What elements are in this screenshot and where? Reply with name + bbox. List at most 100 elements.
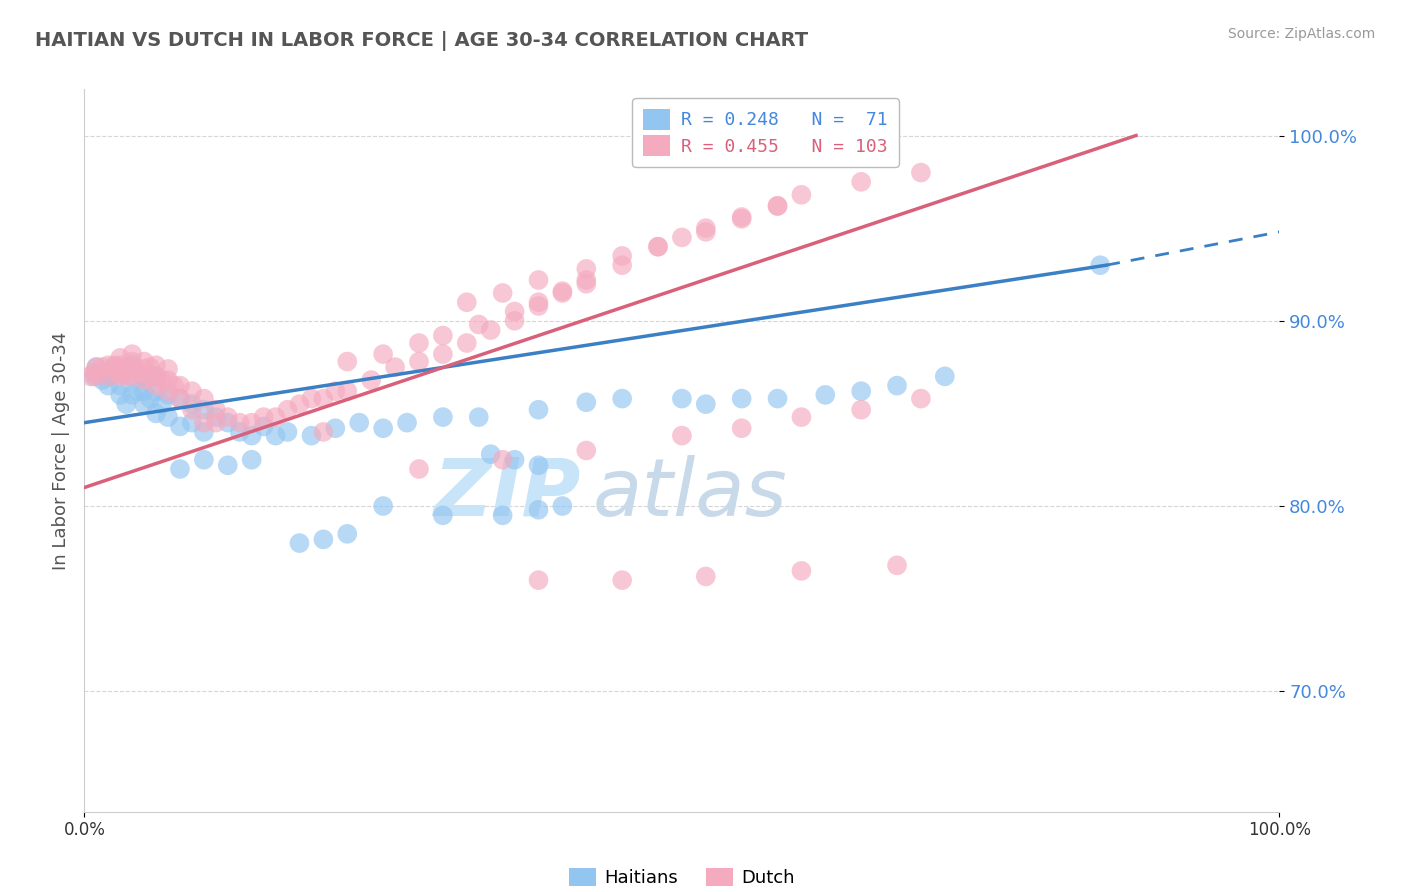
Point [766,199,789,213]
Point [456,336,478,351]
Point [157,362,180,376]
Point [851,384,873,399]
Point [492,285,515,300]
Point [527,299,550,313]
Point [181,402,204,417]
Point [145,378,167,392]
Point [551,285,574,300]
Point [527,502,550,516]
Point [647,240,669,254]
Point [432,410,454,425]
Point [86,360,108,375]
Point [468,410,491,425]
Point [468,318,491,332]
Point [110,388,132,402]
Point [157,373,180,387]
Point [132,397,156,411]
Point [110,366,132,380]
Point [671,428,693,442]
Point [910,165,932,179]
Point [193,425,215,439]
Point [432,328,454,343]
Point [671,230,693,244]
Point [169,392,191,406]
Point [97,358,120,372]
Point [647,240,669,254]
Point [115,369,138,384]
Point [217,458,239,473]
Point [253,419,276,434]
Point [110,369,132,384]
Point [312,425,335,439]
Legend: Haitians, Dutch: Haitians, Dutch [561,861,803,892]
Point [132,384,156,399]
Point [336,526,359,541]
Point [121,369,143,384]
Point [205,416,228,430]
Point [121,347,143,361]
Point [790,564,813,578]
Point [575,443,598,458]
Point [115,397,138,411]
Point [301,392,323,406]
Point [150,397,173,411]
Point [121,354,143,368]
Point [132,369,156,384]
Point [731,211,754,226]
Point [193,452,215,467]
Point [132,373,156,387]
Point [612,258,634,272]
Point [373,499,395,513]
Point [110,351,132,365]
Point [851,402,873,417]
Point [886,378,908,392]
Point [790,410,813,425]
Point [551,284,574,298]
Point [169,378,191,392]
Text: HAITIAN VS DUTCH IN LABOR FORCE | AGE 30-34 CORRELATION CHART: HAITIAN VS DUTCH IN LABOR FORCE | AGE 30… [35,31,808,51]
Point [139,369,162,384]
Point [325,421,347,435]
Point [193,392,215,406]
Point [97,369,120,384]
Point [132,362,156,376]
Point [790,187,813,202]
Point [240,416,263,430]
Point [145,369,167,384]
Point [157,410,180,425]
Point [110,358,132,372]
Point [766,199,789,213]
Point [492,508,515,523]
Text: ZIP: ZIP [433,455,581,533]
Point [253,410,276,425]
Point [408,354,430,368]
Point [910,392,932,406]
Point [132,354,156,368]
Point [336,384,359,399]
Point [205,410,228,425]
Point [373,421,395,435]
Point [145,369,167,384]
Point [127,366,149,380]
Point [229,416,252,430]
Point [814,388,837,402]
Point [479,447,502,461]
Point [264,428,287,442]
Point [479,323,502,337]
Point [181,416,204,430]
Point [408,462,430,476]
Point [277,402,299,417]
Point [79,369,101,384]
Point [83,369,105,384]
Point [612,573,634,587]
Point [731,392,754,406]
Point [169,392,191,406]
Point [121,388,143,402]
Point [360,373,382,387]
Point [91,373,114,387]
Point [103,360,125,375]
Point [492,452,515,467]
Point [127,384,149,399]
Point [336,354,359,368]
Point [157,384,180,399]
